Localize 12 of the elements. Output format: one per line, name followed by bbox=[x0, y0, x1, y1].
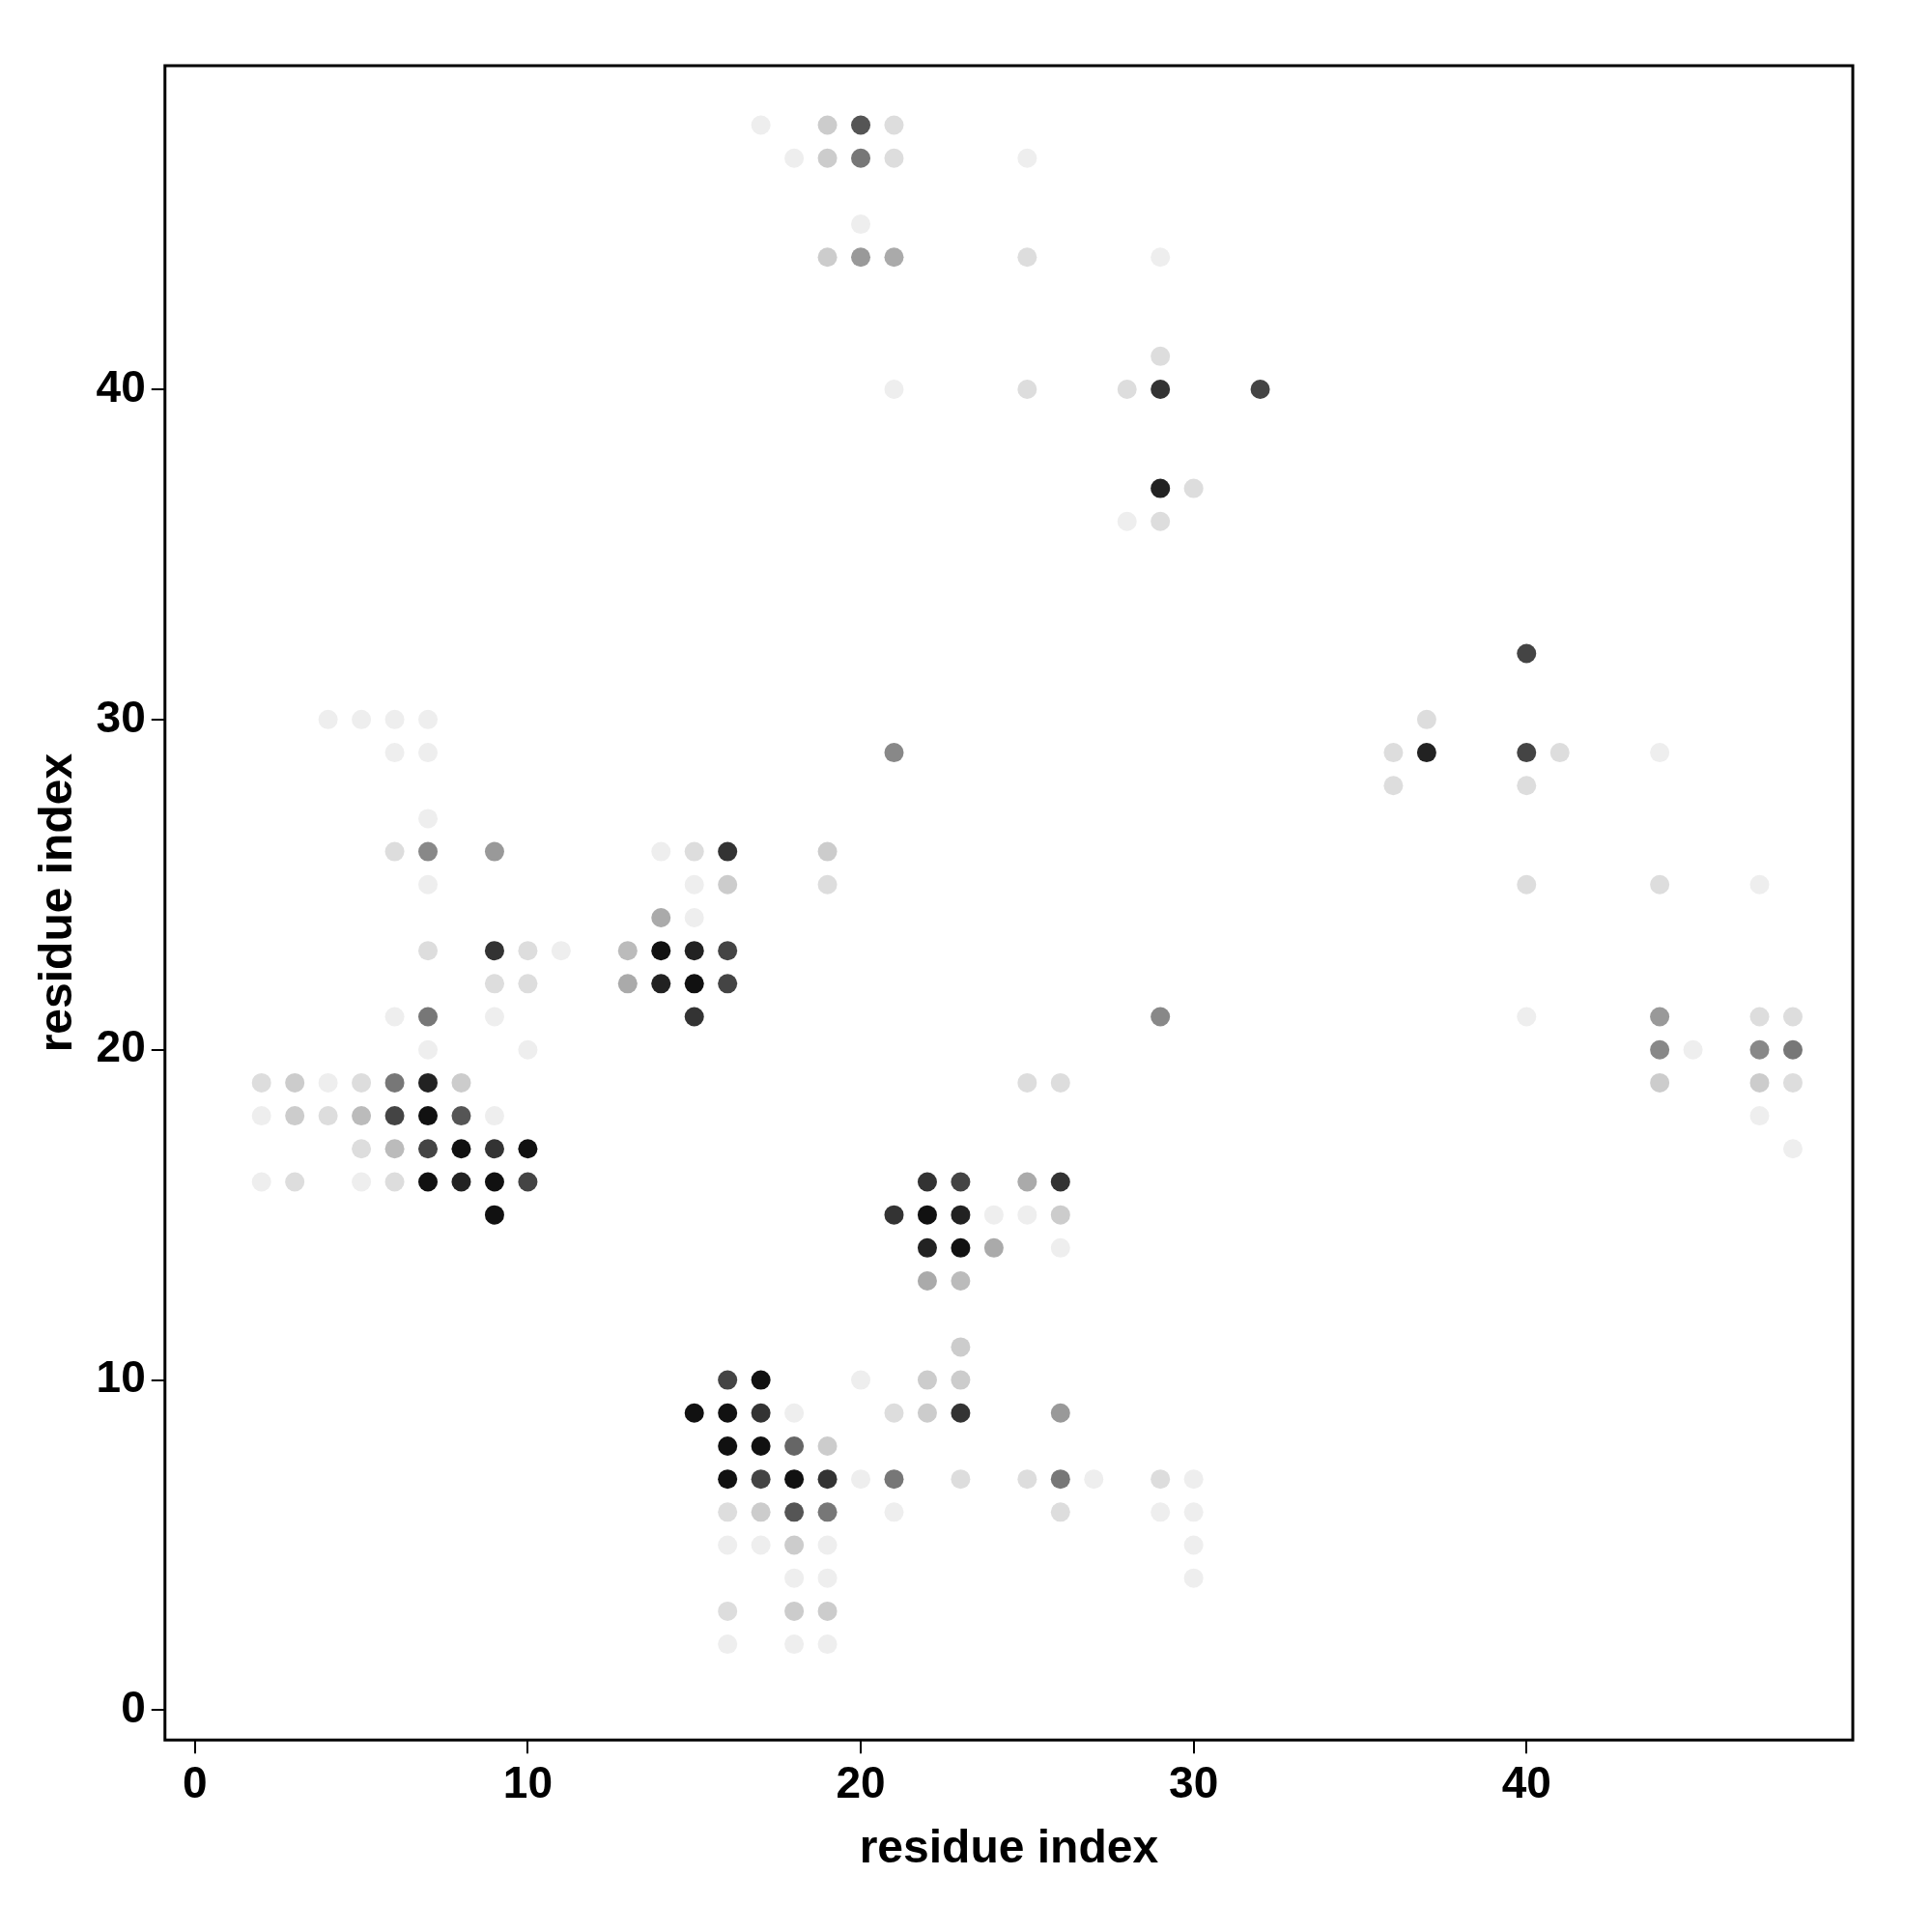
y-tick-label: 0 bbox=[121, 1682, 146, 1733]
x-tick-label: 10 bbox=[502, 1757, 553, 1808]
y-tick-label: 20 bbox=[96, 1021, 146, 1072]
y-tick-label: 10 bbox=[96, 1351, 146, 1403]
x-tick-label: 30 bbox=[1169, 1757, 1219, 1808]
y-tick-label: 40 bbox=[96, 360, 146, 412]
y-axis-title: residue index bbox=[30, 753, 82, 1053]
y-tick-label: 30 bbox=[96, 691, 146, 742]
x-tick-label: 20 bbox=[836, 1757, 886, 1808]
x-tick-label: 40 bbox=[1501, 1757, 1551, 1808]
x-axis-title: residue index bbox=[859, 1821, 1159, 1873]
x-tick-label: 0 bbox=[182, 1757, 208, 1808]
